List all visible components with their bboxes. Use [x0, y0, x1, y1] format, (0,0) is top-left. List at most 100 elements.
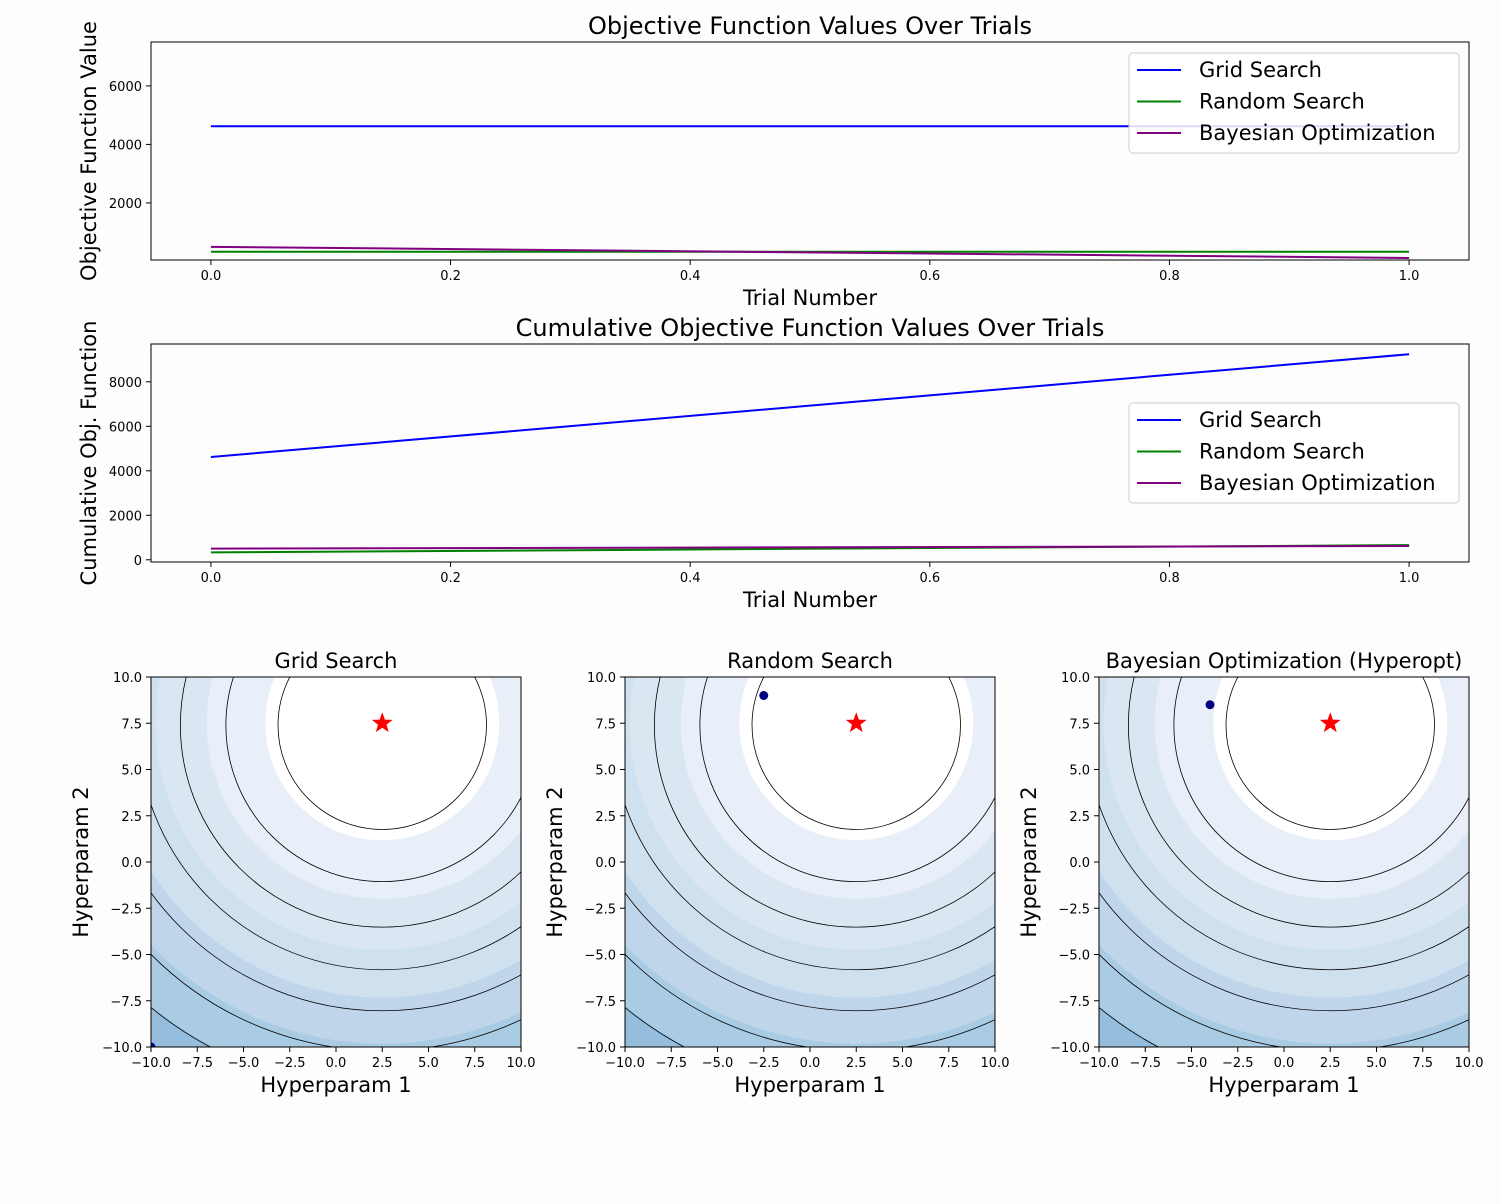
x-tick-label: 2.5 — [846, 1056, 867, 1071]
y-tick-label: 5.0 — [1069, 764, 1090, 779]
sample-point — [151, 1042, 156, 1047]
contour-line — [1099, 891, 1469, 1012]
x-tick-label: 2.5 — [1320, 1056, 1341, 1071]
optimum-star-marker — [1319, 712, 1341, 733]
chart-title: Grid Search — [275, 649, 398, 673]
y-axis-label: Cumulative Obj. Function — [77, 321, 101, 586]
y-axis-label: Objective Function Value — [77, 21, 101, 281]
x-tick-label: 10.0 — [507, 1056, 536, 1071]
x-tick-label: −10.0 — [605, 1056, 645, 1071]
x-tick-label: 0.0 — [800, 1056, 821, 1071]
x-tick-label: 7.5 — [464, 1056, 485, 1071]
y-tick-label: 0.0 — [121, 856, 142, 871]
line-chart-2: Cumulative Objective Function Values Ove… — [77, 314, 1470, 612]
contour-line — [1173, 677, 1469, 882]
y-tick-label: 10.0 — [1061, 671, 1090, 686]
sample-point — [1205, 700, 1215, 710]
y-tick-label: −2.5 — [1058, 902, 1090, 917]
x-tick-label: 0.0 — [201, 571, 222, 586]
contour-field — [1099, 677, 1469, 1047]
optimum-star-marker — [845, 712, 867, 733]
contour-field — [151, 677, 521, 1047]
y-tick-label: 2.5 — [1069, 810, 1090, 825]
x-tick-label: 0.8 — [1159, 269, 1180, 284]
x-tick-label: 0.0 — [1274, 1056, 1295, 1071]
y-tick-label: −10.0 — [576, 1041, 616, 1056]
contour-line — [1128, 677, 1469, 928]
y-tick-label: 0.0 — [1069, 856, 1090, 871]
x-axis-label: Hyperparam 1 — [1208, 1073, 1359, 1097]
chart-title: Bayesian Optimization (Hyperopt) — [1106, 649, 1463, 673]
x-tick-label: 0.4 — [680, 571, 701, 586]
x-tick-label: −5.0 — [1176, 1056, 1208, 1071]
x-tick-label: −10.0 — [1079, 1056, 1119, 1071]
series-line-bayesian — [210, 245, 1410, 259]
x-tick-label: 0.4 — [680, 269, 701, 284]
y-tick-label: 2.5 — [121, 810, 142, 825]
y-tick-label: −5.0 — [584, 949, 616, 964]
x-tick-label: 0.2 — [440, 269, 461, 284]
contour-panel-1: Grid Search Hyperparam 1 Hyperparam 2 −10.0… — [69, 649, 536, 1097]
contour-line — [277, 677, 487, 830]
contour-fill-band — [265, 677, 500, 841]
x-tick-label: 5.0 — [892, 1056, 913, 1071]
x-tick-label: 7.5 — [938, 1056, 959, 1071]
x-axis-label: Trial Number — [742, 588, 877, 612]
x-tick-label: −2.5 — [274, 1056, 306, 1071]
legend-label: Grid Search — [1199, 58, 1322, 82]
y-tick-label: 7.5 — [595, 717, 616, 732]
contour-line — [751, 677, 961, 830]
x-tick-label: −7.5 — [1129, 1056, 1161, 1071]
y-axis-label: Hyperparam 2 — [69, 786, 93, 937]
y-tick-label: −5.0 — [110, 949, 142, 964]
contour-line — [654, 677, 995, 928]
legend: Grid Search Random Search Bayesian Optimiz… — [1128, 52, 1460, 154]
x-tick-label: −7.5 — [181, 1056, 213, 1071]
x-axis-label: Trial Number — [742, 286, 877, 310]
y-tick-label: 0 — [134, 554, 142, 569]
y-tick-label: −5.0 — [1058, 949, 1090, 964]
x-tick-label: −2.5 — [1222, 1056, 1254, 1071]
x-tick-label: 10.0 — [981, 1056, 1010, 1071]
series-line-bayesian — [210, 544, 1410, 550]
y-tick-label: 6000 — [109, 420, 142, 435]
x-tick-label: 5.0 — [1366, 1056, 1387, 1071]
x-tick-label: 10.0 — [1455, 1056, 1484, 1071]
x-tick-label: 0.2 — [440, 571, 461, 586]
y-tick-label: −7.5 — [1058, 995, 1090, 1010]
y-tick-label: 7.5 — [1069, 717, 1090, 732]
contour-line — [151, 891, 521, 1012]
x-tick-label: 0.6 — [919, 571, 940, 586]
y-tick-label: 5.0 — [595, 764, 616, 779]
x-tick-label: 0.0 — [326, 1056, 347, 1071]
contour-panel-2: Random Search Hyperparam 1 Hyperparam 2 −10… — [543, 649, 1010, 1097]
y-axis-label: Hyperparam 2 — [543, 786, 567, 937]
contour-line — [1225, 677, 1435, 830]
contour-line — [151, 803, 521, 971]
optimum-star-marker — [371, 712, 393, 733]
x-tick-label: 1.0 — [1399, 571, 1420, 586]
y-tick-label: 2000 — [109, 509, 142, 524]
y-axis-label: Hyperparam 2 — [1017, 786, 1041, 937]
y-tick-label: 6000 — [109, 80, 142, 95]
contour-line — [225, 677, 521, 882]
chart-title: Random Search — [727, 649, 893, 673]
sample-point — [759, 691, 769, 700]
x-tick-label: −5.0 — [228, 1056, 260, 1071]
contour-fill-band — [1213, 677, 1448, 841]
y-tick-label: −2.5 — [110, 902, 142, 917]
x-tick-label: −7.5 — [655, 1056, 687, 1071]
plot-frame — [150, 41, 1470, 261]
legend-label: Random Search — [1199, 440, 1365, 464]
line-chart-1: Objective Function Values Over Trials Tri… — [77, 12, 1470, 310]
x-tick-label: 0.0 — [201, 269, 222, 284]
x-tick-label: 2.5 — [372, 1056, 393, 1071]
contour-line — [625, 891, 995, 1012]
legend-label: Grid Search — [1199, 408, 1322, 432]
chart-title: Cumulative Objective Function Values Ove… — [516, 314, 1105, 342]
x-tick-label: 1.0 — [1399, 269, 1420, 284]
contour-panel-3: Bayesian Optimization (Hyperopt) Hyperpar… — [1017, 649, 1484, 1097]
contour-line — [699, 677, 995, 882]
